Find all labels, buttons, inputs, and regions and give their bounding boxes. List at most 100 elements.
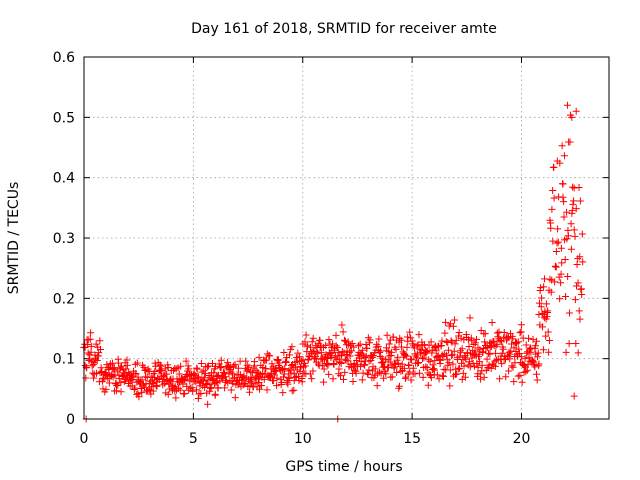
- data-point: [571, 296, 579, 304]
- data-point: [96, 345, 104, 353]
- data-point: [460, 362, 468, 370]
- data-point: [383, 331, 391, 339]
- data-point: [329, 340, 337, 348]
- data-point: [455, 364, 463, 372]
- data-point: [268, 360, 276, 368]
- data-point: [319, 362, 327, 370]
- data-point: [284, 374, 292, 382]
- data-point: [435, 375, 443, 383]
- data-point: [491, 362, 499, 370]
- data-point: [231, 360, 239, 368]
- data-point: [417, 346, 425, 354]
- data-point: [329, 360, 337, 368]
- data-point: [152, 382, 160, 390]
- data-point: [466, 363, 474, 371]
- data-point: [230, 362, 238, 370]
- data-point: [298, 378, 306, 386]
- data-point: [141, 383, 149, 391]
- data-point: [261, 370, 269, 378]
- data-point: [408, 356, 416, 364]
- data-point: [424, 381, 432, 389]
- data-point: [542, 332, 550, 340]
- data-point: [279, 389, 287, 397]
- data-point: [551, 278, 559, 286]
- data-point: [322, 341, 330, 349]
- data-point: [180, 390, 188, 398]
- data-point: [172, 365, 180, 373]
- data-point: [138, 376, 146, 384]
- data-point: [184, 362, 192, 370]
- data-point: [195, 373, 203, 381]
- data-point: [574, 349, 582, 357]
- data-point: [429, 361, 437, 369]
- y-tick-label: 0.5: [53, 110, 75, 126]
- data-point: [492, 349, 500, 357]
- data-point: [430, 366, 438, 374]
- data-point: [208, 375, 216, 383]
- data-point: [547, 224, 555, 232]
- data-point: [400, 364, 408, 372]
- data-point: [382, 370, 390, 378]
- data-point: [266, 352, 274, 360]
- data-point: [357, 363, 365, 371]
- data-point: [440, 372, 448, 380]
- data-point: [496, 337, 504, 345]
- data-point: [175, 370, 183, 378]
- data-point: [149, 387, 157, 395]
- data-point: [577, 285, 585, 293]
- data-point: [437, 341, 445, 349]
- data-point: [291, 374, 299, 382]
- data-point: [471, 348, 479, 356]
- data-point: [530, 361, 538, 369]
- data-point: [82, 374, 90, 382]
- data-point: [197, 359, 205, 367]
- axis-ticks: 0 0.1 0.2 0.3 0.4 0.5 0.6 0 5 10 15 20: [53, 50, 609, 447]
- data-point: [325, 370, 333, 378]
- data-point: [194, 395, 202, 403]
- data-point: [367, 356, 375, 364]
- data-point: [465, 342, 473, 350]
- data-point: [552, 247, 560, 255]
- data-point: [377, 347, 385, 355]
- data-point: [542, 300, 550, 308]
- data-point: [483, 355, 491, 363]
- data-point: [570, 197, 578, 205]
- data-point: [290, 386, 298, 394]
- data-point: [443, 356, 451, 364]
- y-tick-label: 0.3: [53, 231, 75, 247]
- data-point: [579, 258, 587, 266]
- data-point: [250, 358, 258, 366]
- data-point: [557, 279, 565, 287]
- data-point: [575, 184, 583, 192]
- data-point: [560, 152, 568, 160]
- data-point: [172, 394, 180, 402]
- data-point: [84, 349, 92, 357]
- data-point: [100, 375, 108, 383]
- data-point: [557, 270, 565, 278]
- data-point: [502, 373, 510, 381]
- data-point: [391, 360, 399, 368]
- data-point: [363, 344, 371, 352]
- data-point: [355, 354, 363, 362]
- data-point: [393, 356, 401, 364]
- data-point: [243, 361, 251, 369]
- data-point: [246, 377, 254, 385]
- data-point: [375, 368, 383, 376]
- data-point: [423, 347, 431, 355]
- data-point: [109, 373, 117, 381]
- data-point: [472, 335, 480, 343]
- data-point: [537, 284, 545, 292]
- data-point: [325, 336, 333, 344]
- data-point: [193, 365, 201, 373]
- data-point: [203, 363, 211, 371]
- data-point: [505, 348, 513, 356]
- data-point: [521, 355, 529, 363]
- data-point: [158, 367, 166, 375]
- data-point: [407, 376, 415, 384]
- y-tick-label: 0.4: [53, 171, 75, 187]
- data-point: [527, 348, 535, 356]
- data-point: [279, 373, 287, 381]
- data-point: [290, 369, 298, 377]
- data-point: [227, 386, 235, 394]
